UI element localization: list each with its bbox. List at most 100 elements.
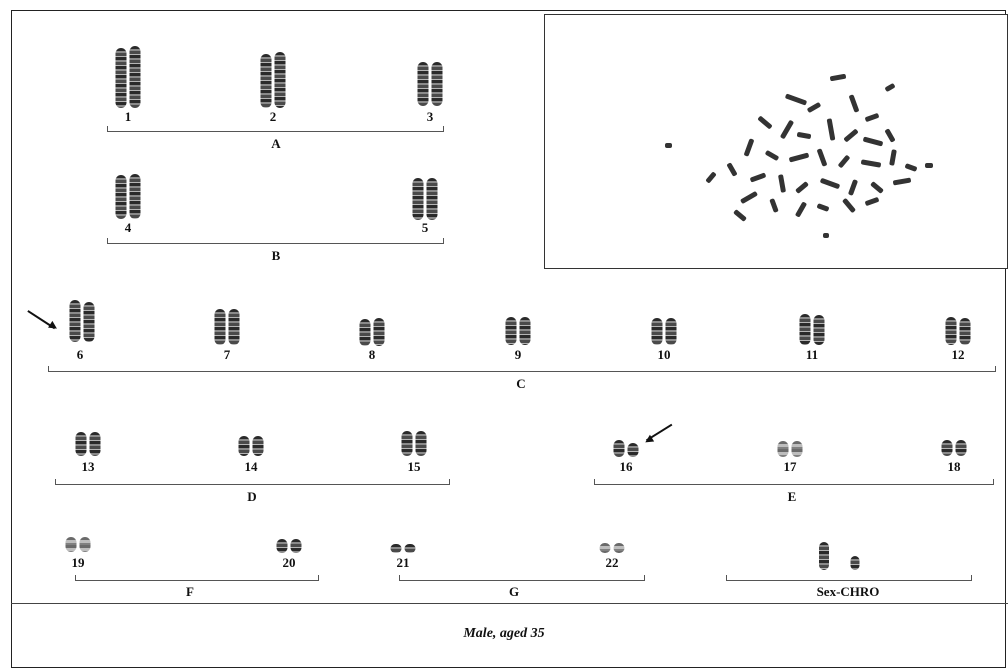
metaphase-chromosome <box>905 163 917 172</box>
chromosome-number-19: 19 <box>71 555 85 570</box>
chromosome-pair-7 <box>214 309 240 345</box>
group-E-bracket <box>594 479 994 485</box>
chromosome-number-13: 13 <box>81 459 95 474</box>
chromosome-number-3: 3 <box>426 109 434 124</box>
chromosome-number-6: 6 <box>76 347 84 362</box>
metaphase-chromosome <box>807 102 821 113</box>
chromosome-number-18: 18 <box>947 459 961 474</box>
metaphase-chromosome <box>849 94 859 113</box>
metaphase-chromosome <box>765 150 779 161</box>
chromosome-pair-15 <box>401 431 427 456</box>
metaphase-chromosome <box>795 181 809 194</box>
chromosome-pair-22 <box>599 543 625 553</box>
metaphase-chromosome <box>865 197 879 206</box>
metaphase-chromosome <box>826 118 836 141</box>
metaphase-chromosome <box>863 136 883 147</box>
metaphase-chromosome <box>870 181 884 194</box>
chromosome-pair-18 <box>941 440 967 456</box>
chromosome-Y <box>850 556 860 570</box>
chromosome-pair-11 <box>799 314 825 345</box>
metaphase-spread-svg <box>665 73 933 238</box>
metaphase-chromosome <box>861 159 881 168</box>
group-F-label: F <box>186 584 194 599</box>
chromosome-number-7: 7 <box>223 347 231 362</box>
metaphase-chromosome <box>706 172 716 183</box>
metaphase-chromosome <box>785 93 807 106</box>
metaphase-chromosome <box>778 174 786 193</box>
metaphase-chromosome <box>844 129 858 142</box>
metaphase-chromosome <box>796 132 812 139</box>
metaphase-chromosome <box>817 203 829 212</box>
group-D-bracket <box>55 479 450 485</box>
metaphase-chromosome <box>727 162 737 177</box>
metaphase-chromosome <box>893 177 911 186</box>
chromosome-number-12: 12 <box>951 347 965 362</box>
chromosome-pair-1 <box>115 46 141 108</box>
chromosome-pair-5 <box>412 178 438 220</box>
metaphase-chromosome <box>758 116 772 129</box>
metaphase-chromosome <box>838 155 850 168</box>
metaphase-chromosome <box>789 152 809 163</box>
group-G-bracket <box>399 575 645 581</box>
chromosome-number-11: 11 <box>805 347 819 362</box>
metaphase-chromosome <box>889 149 897 166</box>
chromosome-pair-20 <box>276 539 302 553</box>
metaphase-spread-image <box>544 14 1008 269</box>
group-sex-label: Sex-CHRO <box>816 584 880 599</box>
metaphase-chromosome <box>820 178 840 189</box>
metaphase-chromosome <box>750 172 766 183</box>
figure-caption: Male, aged 35 <box>463 626 545 641</box>
group-sex-bracket <box>726 575 972 581</box>
chromosome-pair-3 <box>417 62 443 106</box>
chromosome-number-5: 5 <box>421 220 429 235</box>
metaphase-chromosome <box>769 198 779 213</box>
metaphase-chromosome <box>823 233 829 238</box>
chromosome-pair-10 <box>651 318 677 345</box>
group-B-label: B <box>271 248 281 263</box>
chromosome-pair-13 <box>75 432 101 456</box>
group-B-bracket <box>107 238 444 244</box>
chromosome-number-17: 17 <box>783 459 797 474</box>
chromosome-number-14: 14 <box>244 459 258 474</box>
chromosome-number-20: 20 <box>282 555 296 570</box>
chromosome-number-9: 9 <box>514 347 522 362</box>
metaphase-chromosome <box>842 198 856 213</box>
chromosome-number-22: 22 <box>605 555 619 570</box>
group-D-label: D <box>247 489 257 504</box>
metaphase-chromosome <box>885 128 895 143</box>
metaphase-chromosome <box>733 209 747 222</box>
metaphase-chromosome <box>744 138 754 157</box>
chromosome-pair-17 <box>777 441 803 457</box>
metaphase-chromosome <box>665 143 672 148</box>
chromosome-number-16: 16 <box>619 459 633 474</box>
chromosome-pair-12 <box>945 317 971 345</box>
metaphase-chromosome <box>925 163 933 168</box>
chromosome-pair-2 <box>260 52 286 108</box>
metaphase-chromosome <box>830 73 846 82</box>
chromosome-pair-9 <box>505 317 531 345</box>
chromosome-number-2: 2 <box>269 109 277 124</box>
group-A-label: A <box>271 136 281 151</box>
metaphase-chromosome <box>780 120 794 139</box>
chromosome-pair-16 <box>613 440 639 457</box>
group-E-label: E <box>787 489 797 504</box>
chromosome-number-8: 8 <box>368 347 376 362</box>
chromosome-number-21: 21 <box>396 555 410 570</box>
metaphase-chromosome <box>740 191 758 204</box>
chromosome-pair-8 <box>359 318 385 346</box>
metaphase-chromosome <box>885 83 895 92</box>
chromosome-number-1: 1 <box>124 109 132 124</box>
chromosome-pair-14 <box>238 436 264 456</box>
metaphase-chromosome <box>865 113 879 122</box>
chromosome-number-10: 10 <box>657 347 671 362</box>
chromosome-number-15: 15 <box>407 459 421 474</box>
chromosome-X <box>819 542 829 570</box>
metaphase-chromosome <box>848 179 858 196</box>
chromosome-pair-4 <box>115 174 141 219</box>
caption-divider <box>11 603 1008 604</box>
group-G-label: G <box>508 584 520 599</box>
group-A-bracket <box>107 126 444 132</box>
group-C-bracket <box>48 366 996 372</box>
chromosome-pair-21 <box>390 544 416 553</box>
chromosome-number-4: 4 <box>124 220 132 235</box>
